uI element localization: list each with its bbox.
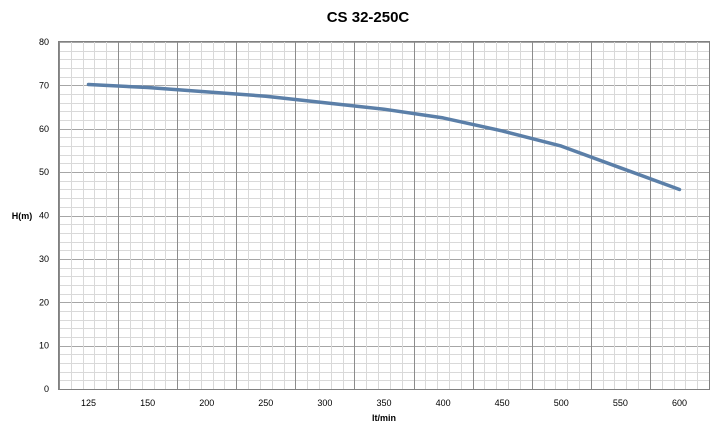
x-tick-label: 350 [376,398,391,408]
y-tick-label: 10 [39,341,49,351]
y-tick-label: 50 [39,167,49,177]
x-tick-label: 500 [554,398,569,408]
plot-area-border [58,41,710,390]
y-tick-label: 70 [39,80,49,90]
x-axis-ticks: 125 150 200 250 300 350 400 450 500 550 600 [81,398,687,408]
x-tick-label: 150 [140,398,155,408]
x-tick-label: 200 [199,398,214,408]
y-axis-label: H(m) [12,211,33,221]
y-tick-label: 80 [39,37,49,47]
series-line [86,82,682,192]
grid [59,42,710,390]
y-tick-label: 0 [44,384,49,394]
series-layer [86,82,682,192]
y-tick-label: 20 [39,297,49,307]
y-tick-label: 60 [39,124,49,134]
x-axis-label: lt/min [372,413,396,423]
y-axis-ticks: 0 10 20 30 40 50 60 70 80 [39,37,49,394]
x-tick-label: 125 [81,398,96,408]
y-tick-label: 40 [39,211,49,221]
x-tick-label: 250 [258,398,273,408]
y-tick-label: 30 [39,254,49,264]
x-tick-label: 550 [613,398,628,408]
x-tick-label: 300 [317,398,332,408]
x-tick-label: 600 [672,398,687,408]
x-tick-label: 450 [495,398,510,408]
x-tick-label: 400 [436,398,451,408]
chart-title: CS 32-250C [327,9,410,26]
